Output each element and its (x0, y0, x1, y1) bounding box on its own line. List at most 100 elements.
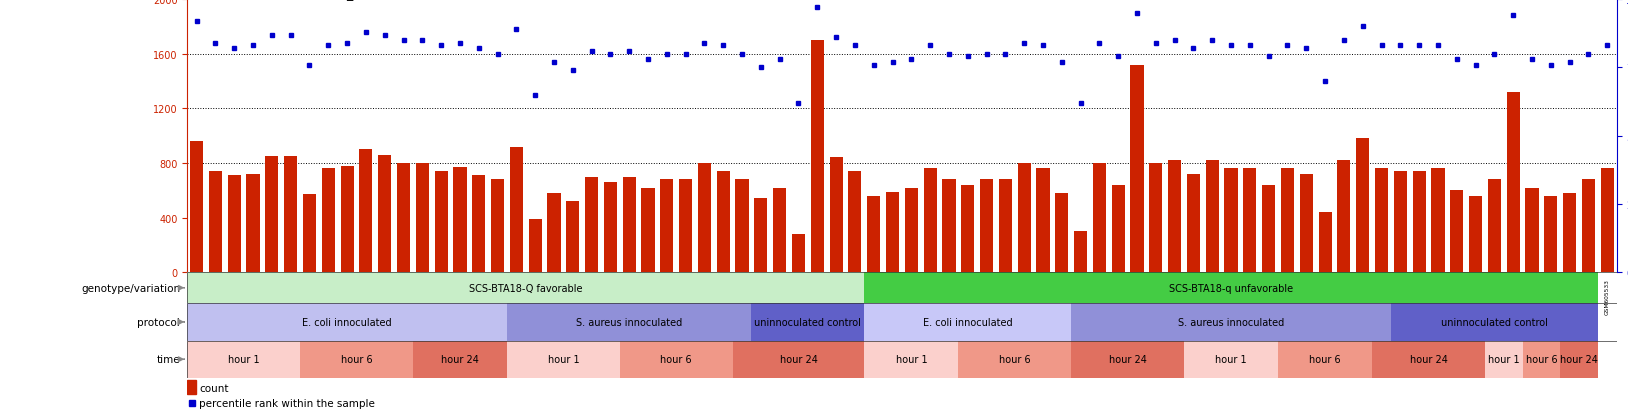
Bar (1167, 161, 1182, 273)
Bar (547, 194, 560, 273)
Bar (187, 304, 506, 341)
Bar (1451, 191, 1464, 273)
Bar (1413, 172, 1426, 273)
Bar (1319, 213, 1332, 273)
Text: E. coli innoculated: E. coli innoculated (923, 317, 1013, 327)
Bar (886, 192, 899, 273)
Text: hour 1: hour 1 (228, 354, 259, 364)
Bar (1485, 341, 1522, 378)
Bar (1281, 169, 1294, 273)
Bar (529, 219, 542, 273)
Bar (1376, 169, 1389, 273)
Bar (943, 180, 956, 273)
Bar (1468, 196, 1481, 273)
Bar (453, 168, 467, 273)
Bar (848, 172, 861, 273)
Text: time: time (156, 354, 181, 364)
Bar (1244, 169, 1257, 273)
Text: count: count (199, 383, 230, 393)
Bar (1488, 180, 1501, 273)
Text: hour 1: hour 1 (895, 354, 926, 364)
Bar (980, 180, 993, 273)
Bar (1187, 174, 1200, 273)
Bar (679, 180, 692, 273)
Bar (1356, 139, 1369, 273)
Bar (1337, 161, 1351, 273)
Text: hour 24: hour 24 (780, 354, 817, 364)
Bar (1206, 161, 1219, 273)
Bar (300, 341, 414, 378)
Bar (415, 164, 428, 273)
Bar (492, 180, 505, 273)
Bar (1149, 164, 1162, 273)
Bar (265, 157, 278, 273)
Bar (1390, 304, 1597, 341)
Text: uninnoculated control: uninnoculated control (754, 317, 861, 327)
Bar (1071, 341, 1184, 378)
Text: hour 6: hour 6 (1525, 354, 1558, 364)
Bar (961, 185, 974, 273)
Bar (1092, 164, 1105, 273)
Text: S. aureus innoculated: S. aureus innoculated (1179, 317, 1284, 327)
Bar (303, 195, 316, 273)
Text: hour 6: hour 6 (661, 354, 692, 364)
Bar (246, 174, 259, 273)
Bar (791, 235, 806, 273)
Text: hour 6: hour 6 (1309, 354, 1341, 364)
Bar (1299, 174, 1312, 273)
Bar (905, 188, 918, 273)
Bar (1037, 169, 1050, 273)
Bar (510, 147, 523, 273)
Bar (1394, 172, 1407, 273)
Bar (1018, 164, 1031, 273)
Bar (190, 142, 204, 273)
Bar (811, 41, 824, 273)
Bar (1262, 185, 1275, 273)
Text: hour 24: hour 24 (1410, 354, 1447, 364)
Text: genotype/variation: genotype/variation (81, 283, 181, 293)
Bar (830, 158, 843, 273)
Bar (864, 304, 1071, 341)
Text: uninnoculated control: uninnoculated control (1441, 317, 1548, 327)
Bar (506, 304, 752, 341)
Bar (1074, 232, 1088, 273)
Bar (1184, 341, 1278, 378)
Text: hour 6: hour 6 (340, 354, 373, 364)
Bar (584, 177, 597, 273)
Bar (959, 341, 1071, 378)
Bar (1431, 169, 1444, 273)
Text: hour 24: hour 24 (441, 354, 479, 364)
Bar (641, 188, 654, 273)
Bar (472, 176, 485, 273)
Bar (378, 155, 391, 273)
Bar (773, 188, 786, 273)
Text: SCS-BTA18-Q favorable: SCS-BTA18-Q favorable (469, 283, 583, 293)
Bar (923, 169, 936, 273)
Bar (435, 172, 448, 273)
Text: hour 1: hour 1 (547, 354, 580, 364)
Bar (698, 164, 711, 273)
Bar (322, 169, 335, 273)
Text: percentile rank within the sample: percentile rank within the sample (199, 398, 376, 408)
Bar (998, 180, 1013, 273)
Bar (1522, 341, 1560, 378)
Bar (622, 177, 637, 273)
Bar (208, 172, 221, 273)
Bar (736, 180, 749, 273)
Bar (864, 341, 959, 378)
Bar (187, 273, 864, 304)
Bar (1278, 341, 1372, 378)
Bar (1130, 65, 1143, 273)
Text: hour 1: hour 1 (1214, 354, 1247, 364)
Bar (1055, 194, 1068, 273)
Bar (1506, 93, 1521, 273)
Bar (716, 172, 729, 273)
Text: E. coli innoculated: E. coli innoculated (303, 317, 392, 327)
Bar (1600, 169, 1613, 273)
Bar (733, 341, 864, 378)
Bar (1112, 185, 1125, 273)
Text: hour 24: hour 24 (1560, 354, 1599, 364)
Bar (506, 341, 620, 378)
Bar (754, 199, 767, 273)
Text: S. aureus innoculated: S. aureus innoculated (576, 317, 682, 327)
